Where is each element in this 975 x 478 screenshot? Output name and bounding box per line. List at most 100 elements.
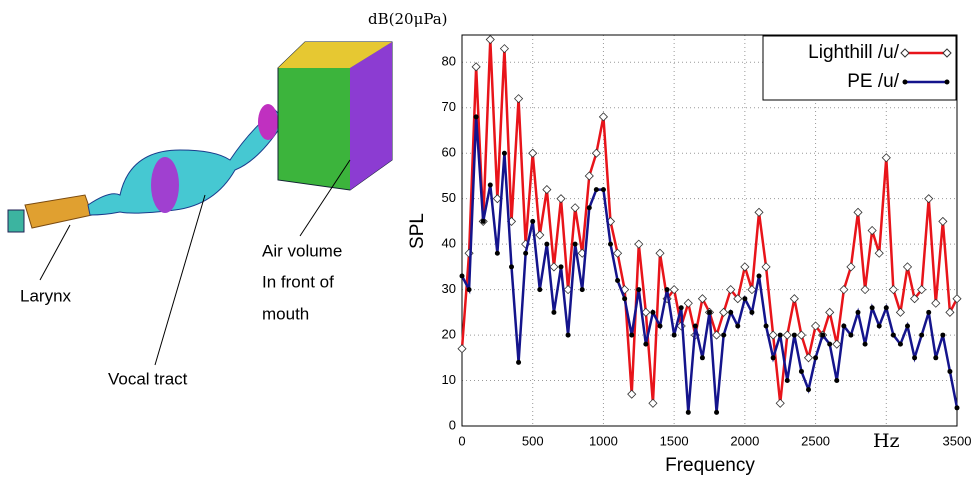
marker bbox=[495, 251, 500, 256]
marker bbox=[806, 387, 811, 392]
marker bbox=[854, 208, 862, 216]
page: Larynx Vocal tract Air volume In front o… bbox=[0, 0, 975, 478]
line bbox=[462, 117, 957, 413]
marker bbox=[790, 295, 798, 303]
marker bbox=[905, 323, 910, 328]
marker bbox=[550, 263, 558, 271]
marker bbox=[573, 242, 578, 247]
marker bbox=[735, 323, 740, 328]
y-tick-label: 50 bbox=[442, 190, 456, 205]
marker bbox=[826, 308, 834, 316]
marker bbox=[486, 36, 494, 44]
marker bbox=[861, 286, 869, 294]
y-tick-label: 40 bbox=[442, 236, 456, 251]
marker bbox=[599, 113, 607, 121]
vocal-tract-band bbox=[151, 157, 179, 213]
marker bbox=[749, 310, 754, 315]
marker bbox=[529, 149, 537, 157]
marker bbox=[771, 355, 776, 360]
x-tick-label: 0 bbox=[458, 433, 465, 448]
marker bbox=[792, 333, 797, 338]
marker bbox=[742, 296, 747, 301]
marker bbox=[592, 149, 600, 157]
arrow bbox=[40, 225, 70, 280]
marker bbox=[580, 287, 585, 292]
label: Air volume bbox=[262, 241, 342, 260]
vocal-tract bbox=[88, 110, 285, 215]
larynx-end bbox=[8, 210, 24, 232]
marker bbox=[834, 378, 839, 383]
marker bbox=[672, 333, 677, 338]
legend-marker bbox=[945, 80, 950, 85]
marker bbox=[614, 249, 622, 257]
y-tick-label: 30 bbox=[442, 281, 456, 296]
marker bbox=[947, 369, 952, 374]
marker bbox=[820, 333, 825, 338]
marker bbox=[536, 231, 544, 239]
larynx-box bbox=[25, 195, 92, 228]
marker bbox=[551, 310, 556, 315]
x-tick-label: 1500 bbox=[660, 433, 689, 448]
marker bbox=[932, 299, 940, 307]
marker bbox=[509, 264, 514, 269]
vocal-tract-band bbox=[258, 104, 278, 140]
marker bbox=[537, 287, 542, 292]
marker bbox=[571, 204, 579, 212]
marker bbox=[460, 273, 465, 278]
marker bbox=[933, 355, 938, 360]
marker bbox=[769, 331, 777, 339]
marker bbox=[721, 333, 726, 338]
arrow bbox=[155, 195, 205, 365]
y-tick-label: 0 bbox=[449, 417, 456, 432]
marker bbox=[557, 195, 565, 203]
marker bbox=[516, 360, 521, 365]
marker bbox=[840, 286, 848, 294]
marker bbox=[720, 308, 728, 316]
figure: Larynx Vocal tract Air volume In front o… bbox=[0, 0, 975, 478]
marker bbox=[458, 345, 466, 353]
marker bbox=[778, 333, 783, 338]
marker bbox=[650, 310, 655, 315]
marker bbox=[940, 333, 945, 338]
marker bbox=[594, 187, 599, 192]
marker bbox=[919, 333, 924, 338]
legend-label: PE /u/ bbox=[847, 71, 899, 92]
label: Larynx bbox=[20, 286, 72, 305]
marker bbox=[635, 240, 643, 248]
marker bbox=[714, 410, 719, 415]
marker bbox=[925, 195, 933, 203]
marker bbox=[649, 399, 657, 407]
x-tick-label: 1000 bbox=[589, 433, 618, 448]
marker bbox=[764, 323, 769, 328]
y-tick-label: 20 bbox=[442, 327, 456, 342]
marker bbox=[805, 354, 813, 362]
marker bbox=[587, 205, 592, 210]
y-axis-label: SPL bbox=[407, 213, 428, 249]
marker bbox=[523, 251, 528, 256]
marker bbox=[566, 333, 571, 338]
marker bbox=[585, 172, 593, 180]
x-tick-label: Hz bbox=[873, 430, 900, 452]
marker bbox=[877, 323, 882, 328]
marker bbox=[601, 187, 606, 192]
legend-marker bbox=[903, 80, 908, 85]
marker bbox=[656, 249, 664, 257]
marker bbox=[684, 299, 692, 307]
marker bbox=[707, 310, 712, 315]
marker bbox=[875, 249, 883, 257]
marker bbox=[882, 154, 890, 162]
marker bbox=[608, 242, 613, 247]
marker bbox=[889, 286, 897, 294]
marker bbox=[636, 287, 641, 292]
marker bbox=[530, 219, 535, 224]
marker bbox=[912, 355, 917, 360]
marker bbox=[841, 323, 846, 328]
marker bbox=[863, 342, 868, 347]
marker bbox=[713, 331, 721, 339]
marker bbox=[515, 95, 523, 103]
marker bbox=[827, 342, 832, 347]
marker bbox=[898, 342, 903, 347]
marker bbox=[856, 310, 861, 315]
marker bbox=[741, 263, 749, 271]
marker bbox=[481, 219, 486, 224]
